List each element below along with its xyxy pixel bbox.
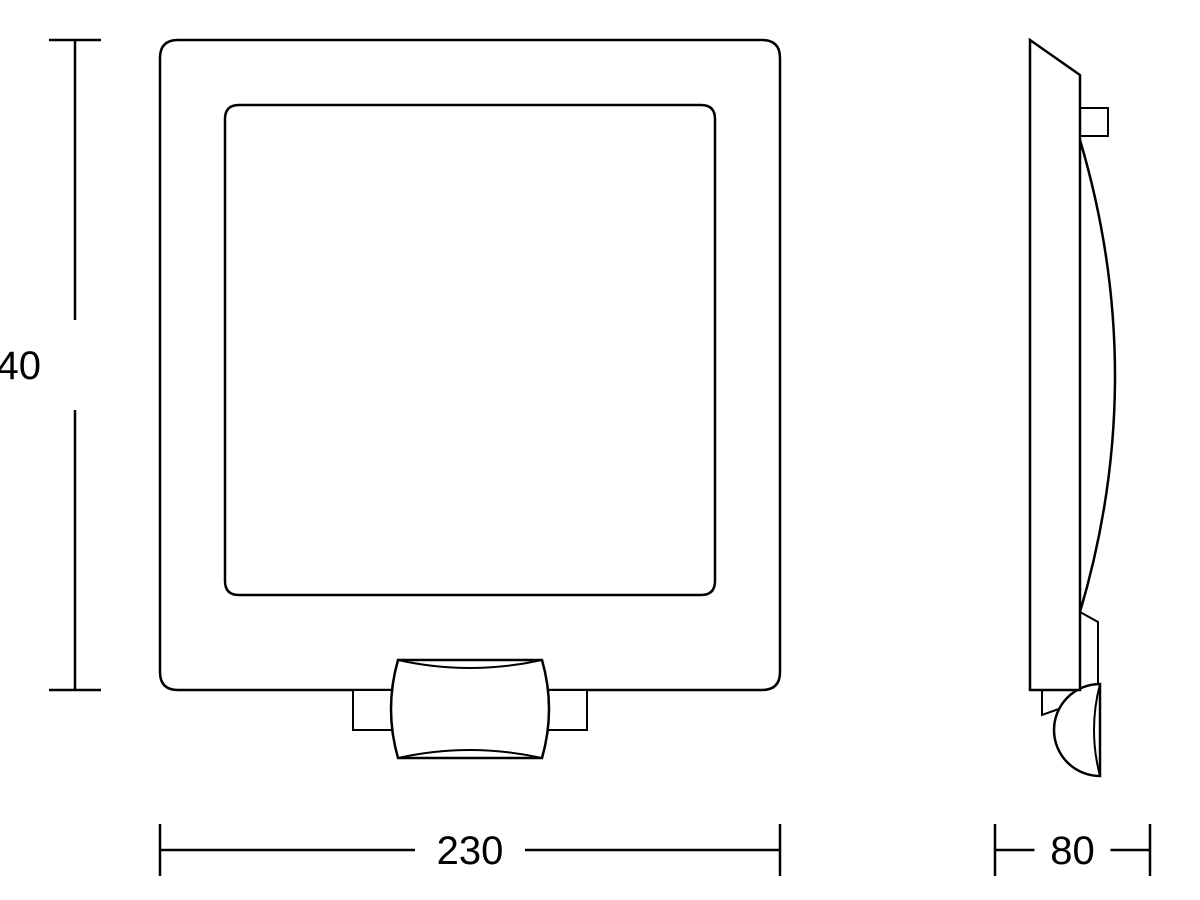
front-inner-panel — [225, 105, 715, 595]
sensor-body — [391, 660, 549, 758]
side-front-panel — [1030, 40, 1080, 690]
side-backplate-tab — [1080, 108, 1108, 136]
front-view — [160, 40, 780, 758]
dim-depth-value: 80 — [1050, 829, 1095, 873]
dim-width-value: 230 — [437, 829, 504, 873]
side-view — [1030, 40, 1115, 776]
dim-height-value: 240 — [0, 344, 41, 388]
dimensions: 240 230 80 — [0, 40, 1150, 876]
side-rear-bulge — [1080, 140, 1115, 612]
front-outer-frame — [160, 40, 780, 690]
